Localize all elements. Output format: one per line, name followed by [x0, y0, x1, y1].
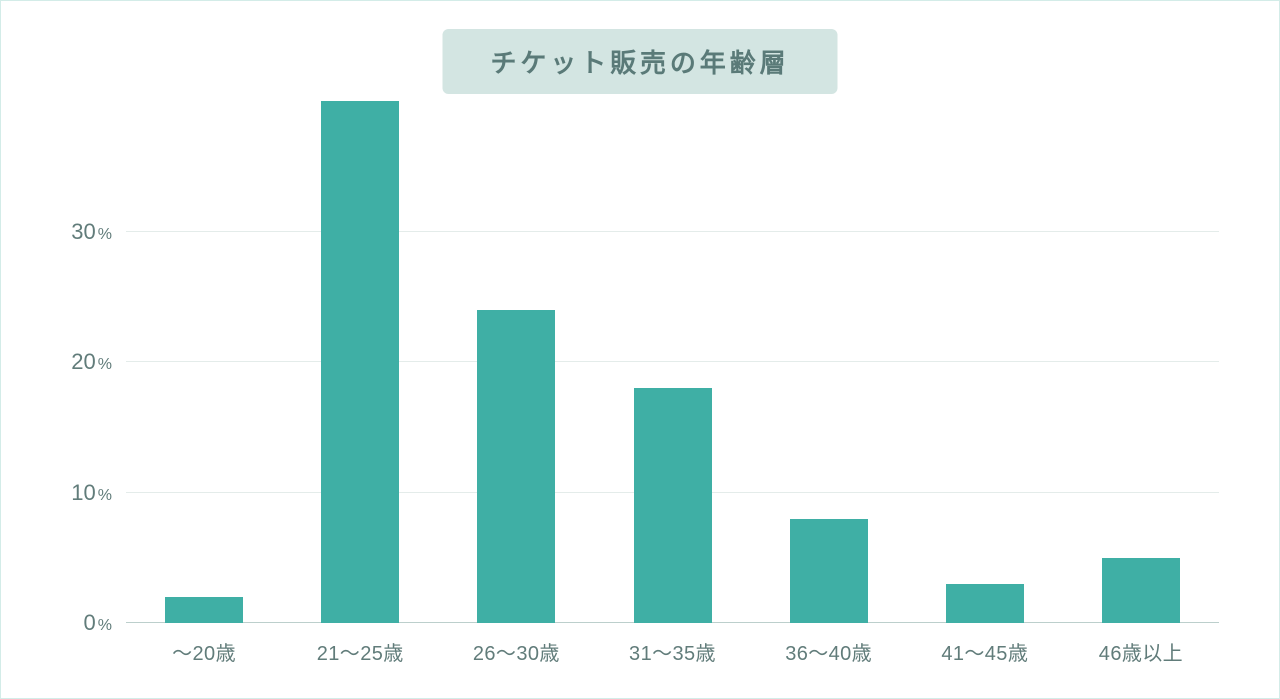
chart-frame: チケット販売の年齢層 0%10%20%30% 〜20歳21〜25歳26〜30歳3… — [0, 0, 1280, 699]
xtick-label-5: 41〜45歳 — [941, 623, 1028, 666]
ytick-label-20: 20% — [71, 349, 126, 375]
xtick-label-0: 〜20歳 — [172, 623, 236, 666]
ytick-label-0: 0% — [84, 610, 126, 636]
xtick-label-4: 36〜40歳 — [785, 623, 872, 666]
xtick-label-1: 21〜25歳 — [317, 623, 404, 666]
xaxis-layer: 〜20歳21〜25歳26〜30歳31〜35歳36〜40歳41〜45歳46歳以上 — [126, 101, 1219, 623]
xtick-label-2: 26〜30歳 — [473, 623, 560, 666]
ytick-label-10: 10% — [71, 480, 126, 506]
xtick-label-6: 46歳以上 — [1099, 623, 1183, 666]
chart-title: チケット販売の年齢層 — [442, 29, 837, 94]
ytick-label-30: 30% — [71, 219, 126, 245]
plot-area: 0%10%20%30% 〜20歳21〜25歳26〜30歳31〜35歳36〜40歳… — [126, 101, 1219, 623]
xtick-label-3: 31〜35歳 — [629, 623, 716, 666]
